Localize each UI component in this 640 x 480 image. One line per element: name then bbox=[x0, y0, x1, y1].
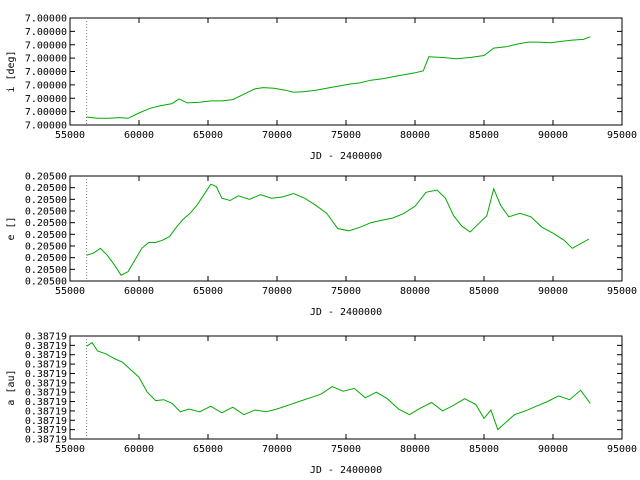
inclination-x-tick-label: 65000 bbox=[193, 130, 223, 141]
inclination-y-tick-label: 7.00000 bbox=[25, 80, 67, 91]
eccentricity-y-tick-label: 0.20500 bbox=[25, 172, 67, 183]
eccentricity-y-tick-label: 0.20500 bbox=[25, 218, 67, 229]
eccentricity-x-tick-label: 75000 bbox=[331, 286, 361, 297]
inclination-x-tick-label: 70000 bbox=[262, 130, 292, 141]
semi-major-axis-y-tick-label: 0.38719 bbox=[25, 369, 67, 380]
semi-major-axis-y-tick-label: 0.38719 bbox=[25, 435, 67, 446]
semi-major-axis-x-tick-label: 70000 bbox=[262, 444, 292, 455]
inclination-x-tick-label: 80000 bbox=[400, 130, 430, 141]
semi-major-axis-x-tick-label: 60000 bbox=[124, 444, 154, 455]
semi-major-axis-x-tick-label: 75000 bbox=[331, 444, 361, 455]
semi-major-axis-panel: 55000 60000 65000 70000 75000 80000 85000 90000… bbox=[6, 332, 637, 477]
semi-major-axis-y-tick-label: 0.38719 bbox=[25, 378, 67, 389]
inclination-x-tick-label: 95000 bbox=[607, 130, 637, 141]
eccentricity-plot-frame bbox=[69, 175, 623, 282]
inclination-y-tick-label: 7.00000 bbox=[25, 67, 67, 78]
semi-major-axis-y-tick-label: 0.38719 bbox=[25, 425, 67, 436]
semi-major-axis-y-axis-label: a [au] bbox=[6, 369, 17, 405]
semi-major-axis-y-tick-label: 0.38719 bbox=[25, 341, 67, 352]
inclination-x-tick-label: 60000 bbox=[124, 130, 154, 141]
eccentricity-y-tick-label: 0.20500 bbox=[25, 277, 67, 288]
semi-major-axis-y-tick-label: 0.38719 bbox=[25, 406, 67, 417]
inclination-x-axis-label: JD - 2400000 bbox=[310, 151, 382, 162]
inclination-y-tick-label: 7.00000 bbox=[25, 94, 67, 105]
semi-major-axis-y-tick-label: 0.38719 bbox=[25, 397, 67, 408]
inclination-y-tick-label: 7.00000 bbox=[25, 40, 67, 51]
eccentricity-x-tick-label: 60000 bbox=[124, 286, 154, 297]
eccentricity-x-tick-label: 85000 bbox=[469, 286, 499, 297]
eccentricity-x-tick-label: 95000 bbox=[607, 286, 637, 297]
inclination-y-tick-label: 7.00000 bbox=[25, 54, 67, 65]
inclination-x-tick-label: 90000 bbox=[538, 130, 568, 141]
eccentricity-y-tick-label: 0.20500 bbox=[25, 207, 67, 218]
semi-major-axis-x-axis-label: JD - 2400000 bbox=[310, 465, 382, 476]
semi-major-axis-series-line bbox=[86, 341, 591, 431]
semi-major-axis-x-tick-label: 65000 bbox=[193, 444, 223, 455]
eccentricity-x-tick-label: 80000 bbox=[400, 286, 430, 297]
inclination-x-tick-label: 85000 bbox=[469, 130, 499, 141]
inclination-y-axis-label: i [deg] bbox=[6, 50, 17, 92]
eccentricity-y-tick-label: 0.20500 bbox=[25, 242, 67, 253]
inclination-y-tick-label: 7.00000 bbox=[25, 107, 67, 118]
eccentricity-y-tick-label: 0.20500 bbox=[25, 253, 67, 264]
inclination-panel: 55000 60000 65000 70000 75000 80000 85000 90000… bbox=[6, 14, 637, 163]
inclination-plot-frame bbox=[69, 17, 623, 126]
eccentricity-y-tick-label: 0.20500 bbox=[25, 195, 67, 206]
eccentricity-series-line bbox=[86, 183, 590, 276]
semi-major-axis-x-tick-label: 90000 bbox=[538, 444, 568, 455]
eccentricity-x-tick-label: 90000 bbox=[538, 286, 568, 297]
inclination-y-tick-label: 7.00000 bbox=[25, 27, 67, 38]
eccentricity-x-tick-label: 70000 bbox=[262, 286, 292, 297]
inclination-x-tick-label: 75000 bbox=[331, 130, 361, 141]
inclination-series-line bbox=[86, 36, 591, 119]
semi-major-axis-y-tick-label: 0.38719 bbox=[25, 332, 67, 343]
semi-major-axis-y-tick-label: 0.38719 bbox=[25, 360, 67, 371]
eccentricity-y-tick-label: 0.20500 bbox=[25, 265, 67, 276]
semi-major-axis-plot-frame bbox=[69, 335, 623, 440]
semi-major-axis-x-tick-label: 85000 bbox=[469, 444, 499, 455]
semi-major-axis-y-tick-label: 0.38719 bbox=[25, 388, 67, 399]
eccentricity-y-axis-label: e [] bbox=[6, 216, 17, 240]
eccentricity-y-tick-label: 0.20500 bbox=[25, 183, 67, 194]
semi-major-axis-y-tick-label: 0.38719 bbox=[25, 350, 67, 361]
eccentricity-panel: 55000 60000 65000 70000 75000 80000 85000 90000… bbox=[6, 172, 637, 319]
inclination-x-tick-label: 55000 bbox=[55, 130, 85, 141]
semi-major-axis-x-tick-label: 80000 bbox=[400, 444, 430, 455]
semi-major-axis-x-tick-label: 55000 bbox=[55, 444, 85, 455]
eccentricity-x-tick-label: 55000 bbox=[55, 286, 85, 297]
eccentricity-x-axis-label: JD - 2400000 bbox=[310, 307, 382, 318]
eccentricity-x-tick-label: 65000 bbox=[193, 286, 223, 297]
inclination-y-tick-label: 7.00000 bbox=[25, 121, 67, 132]
semi-major-axis-x-tick-label: 95000 bbox=[607, 444, 637, 455]
inclination-y-tick-label: 7.00000 bbox=[25, 14, 67, 25]
semi-major-axis-y-tick-label: 0.38719 bbox=[25, 416, 67, 427]
eccentricity-y-tick-label: 0.20500 bbox=[25, 230, 67, 241]
